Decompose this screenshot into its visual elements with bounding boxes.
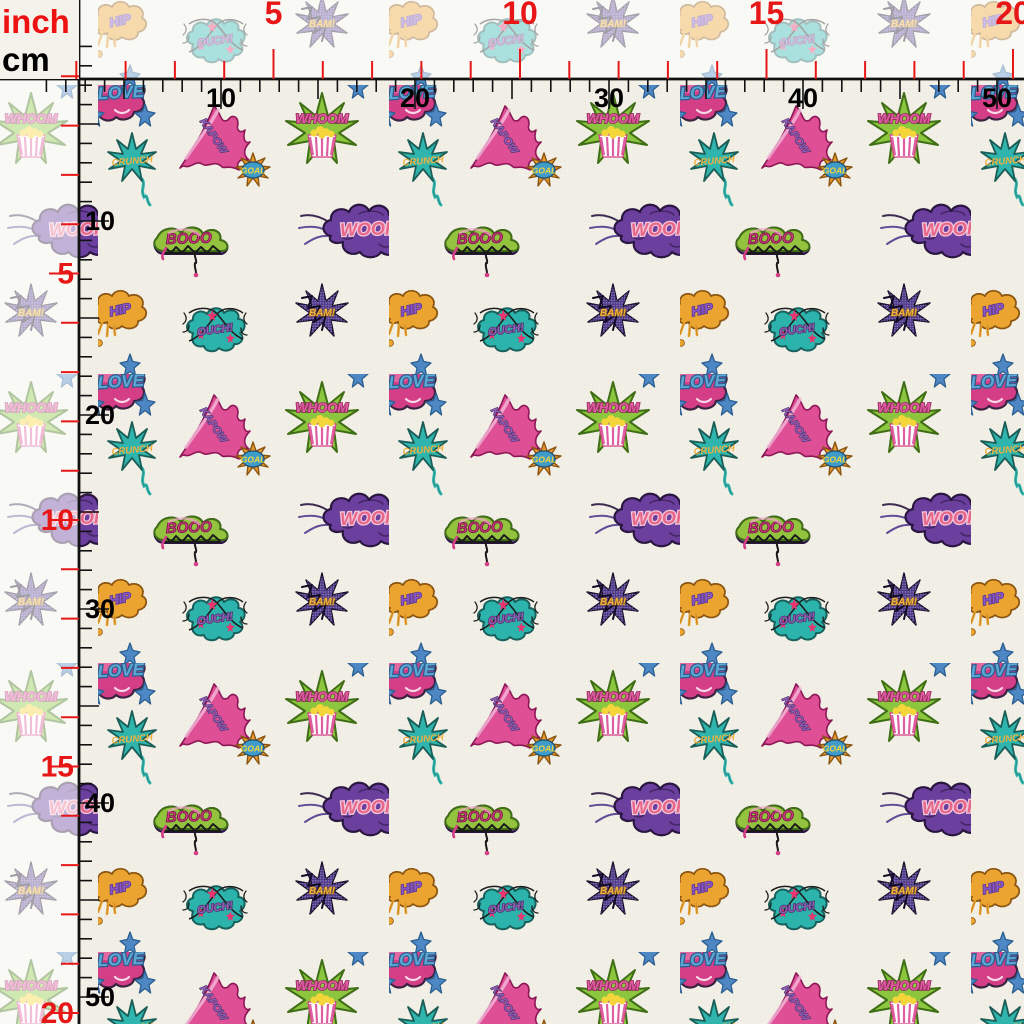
svg-text:10: 10 (502, 0, 538, 31)
svg-text:30: 30 (594, 83, 624, 113)
svg-text:10: 10 (85, 206, 115, 236)
svg-text:40: 40 (85, 788, 115, 818)
svg-text:5: 5 (57, 258, 74, 291)
svg-text:10: 10 (206, 83, 236, 113)
svg-text:20: 20 (85, 400, 115, 430)
svg-text:40: 40 (788, 83, 818, 113)
svg-text:15: 15 (41, 751, 74, 784)
svg-text:cm: cm (2, 41, 50, 78)
svg-text:20: 20 (41, 997, 74, 1024)
svg-text:15: 15 (749, 0, 785, 31)
svg-text:10: 10 (41, 504, 74, 537)
svg-text:20: 20 (400, 83, 430, 113)
svg-text:50: 50 (85, 982, 115, 1012)
svg-text:20: 20 (995, 0, 1024, 31)
svg-text:inch: inch (2, 3, 70, 40)
svg-text:30: 30 (85, 594, 115, 624)
svg-text:5: 5 (265, 0, 283, 31)
svg-text:50: 50 (982, 83, 1012, 113)
